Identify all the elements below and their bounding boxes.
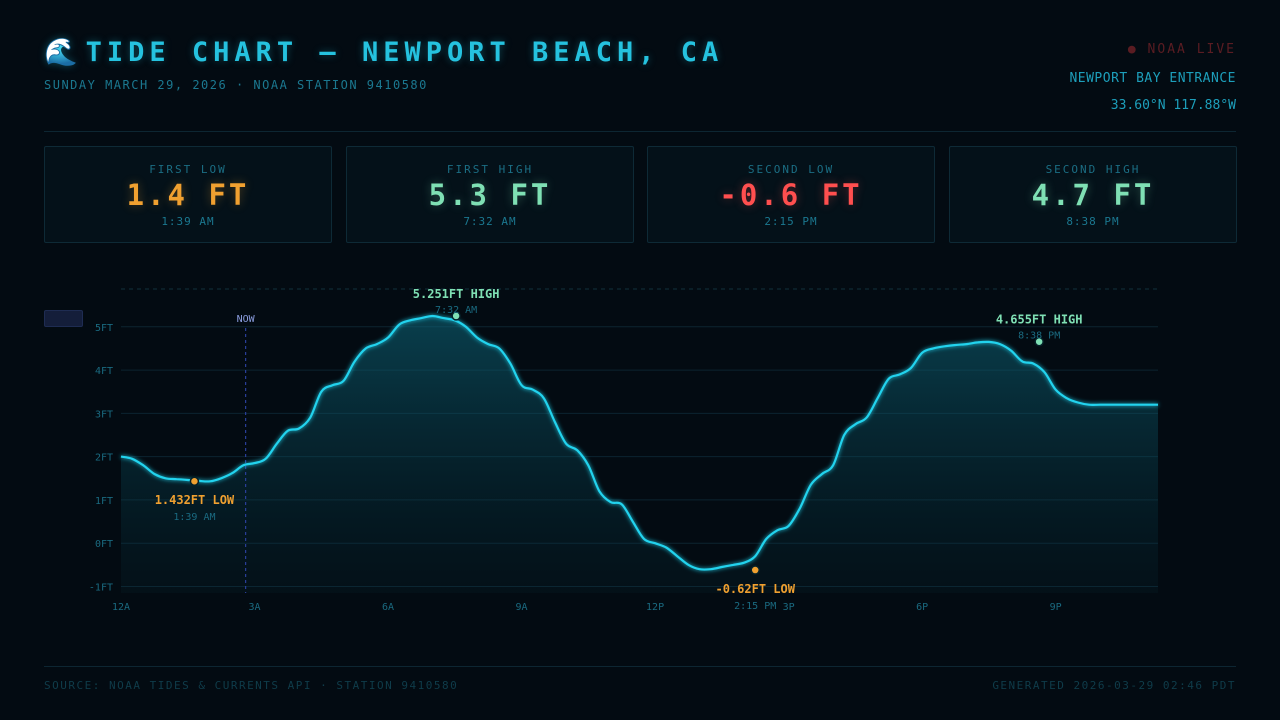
high-tide-label: 5.251FT HIGH <box>413 287 500 301</box>
header-divider <box>44 131 1236 132</box>
card-value: -0.6 FT <box>719 178 863 212</box>
low-tide-marker <box>189 476 200 486</box>
page-title: 🌊 TIDE CHART — NEWPORT BEACH, CA <box>44 36 723 68</box>
card-label: FIRST LOW <box>149 163 227 176</box>
y-tick-label: 3FT <box>95 409 113 420</box>
card-time: 7:32 AM <box>463 215 517 228</box>
y-axis-ticks: -1FT 0FT 1FT 2FT 3FT 4FT 5FT <box>89 323 113 594</box>
low-tide-label: -0.62FT LOW <box>715 582 795 596</box>
wave-icon: 🌊 <box>44 37 78 68</box>
card-label: SECOND LOW <box>747 163 835 176</box>
tide-summary-cards: FIRST LOW 1.4 FT 1:39 AM FIRST HIGH 5.3 … <box>44 146 1237 243</box>
y-tick-label: 4FT <box>95 366 113 377</box>
station-name: NEWPORT BAY ENTRANCE <box>1069 71 1236 86</box>
card-first-high: FIRST HIGH 5.3 FT 7:32 AM <box>346 146 634 243</box>
x-tick-label: 3P <box>783 602 795 613</box>
now-marker-label: NOW <box>237 314 256 325</box>
tide-area-fill <box>121 316 1158 593</box>
card-time: 8:38 PM <box>1066 215 1120 228</box>
card-second-high: SECOND HIGH 4.7 FT 8:38 PM <box>949 146 1237 243</box>
low-tide-time: 2:15 PM <box>734 601 776 612</box>
y-tick-label: 5FT <box>95 323 113 334</box>
x-tick-label: 12P <box>646 602 664 613</box>
x-tick-label: 6P <box>916 602 928 613</box>
low-tide-time: 1:39 AM <box>173 512 215 523</box>
card-first-low: FIRST LOW 1.4 FT 1:39 AM <box>44 146 332 243</box>
card-second-low: SECOND LOW -0.6 FT 2:15 PM <box>647 146 935 243</box>
footer-divider <box>44 666 1236 667</box>
high-tide-time: 8:38 PM <box>1018 331 1060 342</box>
x-tick-label: 6A <box>382 602 394 613</box>
low-tide-label: 1.432FT LOW <box>155 493 235 507</box>
high-tide-marker <box>1034 336 1044 347</box>
low-tide-marker <box>750 565 760 575</box>
card-time: 2:15 PM <box>764 215 818 228</box>
card-label: SECOND HIGH <box>1045 163 1141 176</box>
x-tick-label: 9A <box>516 602 528 613</box>
footer-source: SOURCE: NOAA TIDES & CURRENTS API · STAT… <box>44 679 459 692</box>
page-title-text: TIDE CHART — NEWPORT BEACH, CA <box>85 37 724 68</box>
card-value: 4.7 FT <box>1031 178 1155 212</box>
y-tick-label: 1FT <box>95 496 113 507</box>
y-tick-label: 2FT <box>95 453 113 464</box>
extreme-annotations: 1.432FT LOW 1:39 AM 5.251FT HIGH 7:32 AM -0.… <box>155 287 1083 612</box>
y-tick-label: -1FT <box>89 583 113 594</box>
footer-generated: GENERATED 2026-03-29 02:46 PDT <box>992 679 1236 692</box>
card-label: FIRST HIGH <box>446 163 534 176</box>
card-time: 1:39 AM <box>161 215 215 228</box>
station-coordinates: 33.60°N 117.88°W <box>1110 98 1236 113</box>
x-tick-label: 12A <box>112 602 130 613</box>
legend-toggle-button[interactable] <box>44 310 83 327</box>
x-tick-label: 3A <box>248 602 260 613</box>
y-tick-label: 0FT <box>95 539 113 550</box>
high-tide-label: 4.655FT HIGH <box>996 313 1083 327</box>
live-status-badge: ● NOAA LIVE <box>1127 42 1236 57</box>
page-subtitle: SUNDAY MARCH 29, 2026 · NOAA STATION 941… <box>44 78 428 92</box>
x-tick-label: 9P <box>1050 602 1062 613</box>
card-value: 5.3 FT <box>428 178 552 212</box>
tide-line <box>120 314 1158 571</box>
card-value: 1.4 FT <box>126 178 250 212</box>
high-tide-marker <box>451 311 461 321</box>
high-tide-time: 7:32 AM <box>435 305 477 316</box>
x-axis-ticks: 12A 3A 6A 9A 12P 3P 6P 9P <box>112 602 1062 613</box>
